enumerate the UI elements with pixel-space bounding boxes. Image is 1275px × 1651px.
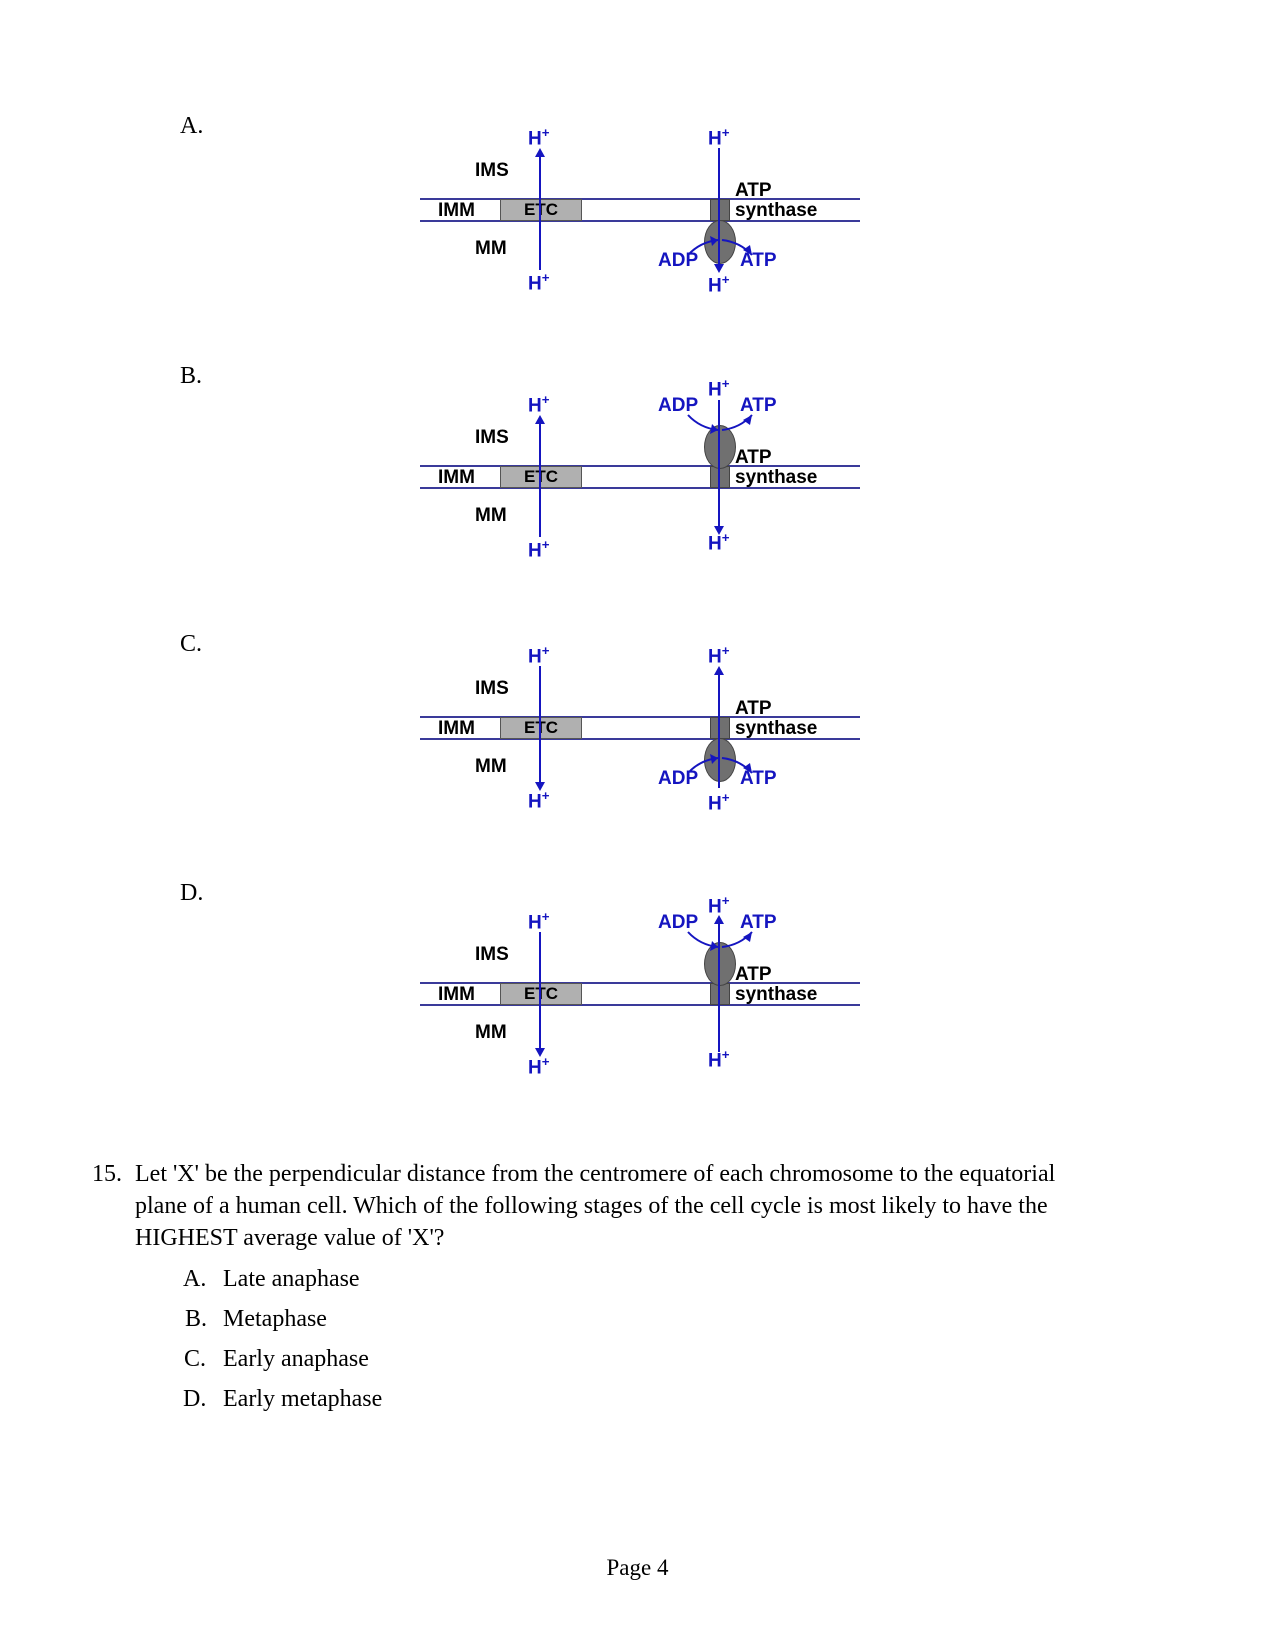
atp-synthase-label-2: synthase: [735, 718, 817, 740]
page: A. ETC IMS IMM MM ATP synthase H+ H+ H+ …: [0, 0, 1275, 1651]
h-plus-label: H+: [708, 790, 730, 815]
diagram-c: ETC IMS IMM MM ATP synthase H+ H+ H+ H+ …: [420, 638, 860, 808]
mm-label: MM: [475, 756, 507, 778]
option-letter-a: A.: [180, 113, 203, 140]
q15-opt-d-letter: D.: [183, 1383, 206, 1415]
q15-opt-d-text: Early metaphase: [223, 1383, 382, 1415]
etc-arrow: [539, 666, 541, 784]
diagram-d: ETC IMS IMM MM ATP synthase H+ H+ H+ H+ …: [420, 887, 860, 1057]
ims-label: IMS: [475, 678, 509, 700]
synthase-box: [710, 717, 730, 739]
atp-label: ATP: [740, 912, 777, 934]
adp-label: ADP: [658, 395, 698, 417]
adp-label: ADP: [658, 912, 698, 934]
h-plus-label: H+: [528, 643, 550, 668]
imm-label: IMM: [438, 984, 475, 1006]
etc-box: ETC: [500, 199, 582, 221]
option-letter-c: C.: [180, 631, 202, 658]
etc-box: ETC: [500, 466, 582, 488]
atp-label: ATP: [740, 250, 777, 272]
adp-label: ADP: [658, 250, 698, 272]
h-plus-label: H+: [528, 392, 550, 417]
h-plus-label: H+: [708, 1047, 730, 1072]
h-plus-label: H+: [708, 272, 730, 297]
h-plus-label: H+: [708, 376, 730, 401]
h-plus-label: H+: [528, 909, 550, 934]
h-plus-label: H+: [528, 788, 550, 813]
atp-synthase-label-2: synthase: [735, 200, 817, 222]
mm-label: MM: [475, 505, 507, 527]
atp-label: ATP: [740, 395, 777, 417]
ims-label: IMS: [475, 944, 509, 966]
q15-opt-b-letter: B.: [185, 1303, 207, 1335]
h-plus-label: H+: [708, 643, 730, 668]
atp-synthase-label-1: ATP: [735, 698, 772, 720]
atp-synthase-label-1: ATP: [735, 964, 772, 986]
synthase-box: [710, 199, 730, 221]
question-text-line3: HIGHEST average value of 'X'?: [135, 1222, 1200, 1254]
etc-arrow: [539, 932, 541, 1050]
imm-label: IMM: [438, 718, 475, 740]
h-plus-label: H+: [708, 893, 730, 918]
atp-synthase-label-1: ATP: [735, 447, 772, 469]
atp-synthase-label-2: synthase: [735, 984, 817, 1006]
atp-synthase-label-2: synthase: [735, 467, 817, 489]
page-footer: Page 4: [0, 1555, 1275, 1581]
mm-label: MM: [475, 1022, 507, 1044]
diagram-a: ETC IMS IMM MM ATP synthase H+ H+ H+ H+ …: [420, 120, 860, 290]
etc-arrow: [539, 155, 541, 270]
etc-box: ETC: [500, 717, 582, 739]
q15-opt-b-text: Metaphase: [223, 1303, 327, 1335]
ims-label: IMS: [475, 160, 509, 182]
atp-label: ATP: [740, 768, 777, 790]
synthase-box: [710, 983, 730, 1005]
q15-opt-c-text: Early anaphase: [223, 1343, 369, 1375]
synthase-box: [710, 466, 730, 488]
imm-label: IMM: [438, 467, 475, 489]
atp-synthase-label-1: ATP: [735, 180, 772, 202]
diagram-b: ETC IMS IMM MM ATP synthase H+ H+ H+ H+ …: [420, 370, 860, 540]
etc-box: ETC: [500, 983, 582, 1005]
h-plus-label: H+: [528, 537, 550, 562]
h-plus-label: H+: [528, 1054, 550, 1079]
mm-label: MM: [475, 238, 507, 260]
h-plus-label: H+: [708, 530, 730, 555]
option-letter-d: D.: [180, 880, 203, 907]
q15-opt-c-letter: C.: [184, 1343, 206, 1375]
h-plus-label: H+: [528, 270, 550, 295]
adp-label: ADP: [658, 768, 698, 790]
q15-opt-a-letter: A.: [183, 1263, 206, 1295]
question-number: 15.: [92, 1158, 122, 1190]
q15-opt-a-text: Late anaphase: [223, 1263, 360, 1295]
question-text-line2: plane of a human cell. Which of the foll…: [135, 1190, 1200, 1222]
question-text-line1: Let 'X' be the perpendicular distance fr…: [135, 1158, 1200, 1190]
ims-label: IMS: [475, 427, 509, 449]
imm-label: IMM: [438, 200, 475, 222]
h-plus-label: H+: [708, 125, 730, 150]
h-plus-label: H+: [528, 125, 550, 150]
option-letter-b: B.: [180, 363, 202, 390]
etc-arrow: [539, 422, 541, 537]
